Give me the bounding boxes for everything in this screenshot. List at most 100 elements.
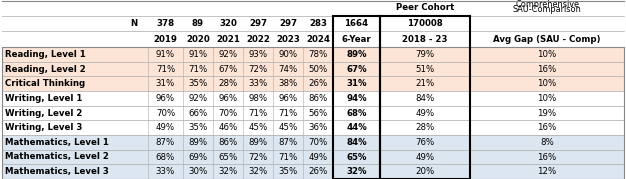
Text: 30%: 30% — [188, 167, 208, 176]
Text: 90%: 90% — [279, 50, 297, 59]
Text: 35%: 35% — [188, 79, 208, 88]
Text: 26%: 26% — [309, 79, 327, 88]
Text: 16%: 16% — [537, 123, 557, 132]
Text: 297: 297 — [279, 19, 297, 28]
Text: 89: 89 — [192, 19, 204, 28]
Text: Writing, Level 2: Writing, Level 2 — [5, 108, 83, 117]
Bar — [2, 47, 624, 179]
Text: 71%: 71% — [249, 108, 268, 117]
Text: 378: 378 — [156, 19, 175, 28]
Text: 36%: 36% — [309, 123, 327, 132]
Text: 2024: 2024 — [306, 35, 330, 44]
Text: 76%: 76% — [416, 138, 434, 147]
Text: 96%: 96% — [218, 94, 237, 103]
Text: 6-Year: 6-Year — [342, 35, 371, 44]
Text: 2023: 2023 — [276, 35, 300, 44]
Text: 71%: 71% — [188, 64, 208, 74]
Text: 28%: 28% — [218, 79, 238, 88]
Text: 2020: 2020 — [186, 35, 210, 44]
Text: 2022: 2022 — [246, 35, 270, 44]
Text: 56%: 56% — [309, 108, 327, 117]
Text: 96%: 96% — [156, 94, 175, 103]
Text: 35%: 35% — [279, 167, 297, 176]
Text: 16%: 16% — [537, 64, 557, 74]
Text: 94%: 94% — [346, 94, 367, 103]
Text: Critical Thinking: Critical Thinking — [5, 79, 85, 88]
Bar — [2, 150, 624, 164]
Bar — [2, 106, 624, 120]
Text: 26%: 26% — [309, 167, 327, 176]
Text: Avg Gap (SAU - Comp): Avg Gap (SAU - Comp) — [493, 35, 601, 44]
Text: 87%: 87% — [279, 138, 297, 147]
Text: 32%: 32% — [218, 167, 238, 176]
Text: 8%: 8% — [540, 138, 554, 147]
Text: 49%: 49% — [416, 153, 434, 161]
Text: 297: 297 — [249, 19, 267, 28]
Text: 68%: 68% — [156, 153, 175, 161]
Text: 33%: 33% — [249, 79, 268, 88]
Text: 51%: 51% — [416, 64, 434, 74]
Text: 19%: 19% — [538, 108, 557, 117]
Text: Peer Cohort: Peer Cohort — [396, 3, 454, 12]
Text: Reading, Level 2: Reading, Level 2 — [5, 64, 86, 74]
Bar — [2, 0, 624, 47]
Text: 91%: 91% — [188, 50, 208, 59]
Text: 93%: 93% — [249, 50, 267, 59]
Text: 2019: 2019 — [153, 35, 177, 44]
Bar — [2, 91, 624, 106]
Text: SAU-Comparison: SAU-Comparison — [513, 5, 582, 14]
Text: 21%: 21% — [416, 79, 434, 88]
Text: 283: 283 — [309, 19, 327, 28]
Text: N: N — [130, 19, 138, 28]
Text: 12%: 12% — [537, 167, 557, 176]
Text: 70%: 70% — [218, 108, 238, 117]
Text: 33%: 33% — [156, 167, 175, 176]
Text: 98%: 98% — [249, 94, 267, 103]
Bar — [2, 76, 624, 91]
Text: 45%: 45% — [249, 123, 268, 132]
Text: 38%: 38% — [279, 79, 297, 88]
Text: 65%: 65% — [218, 153, 238, 161]
Text: 35%: 35% — [188, 123, 208, 132]
Text: 71%: 71% — [279, 153, 297, 161]
Bar — [380, 16, 470, 179]
Text: 91%: 91% — [156, 50, 175, 59]
Text: 170008: 170008 — [407, 19, 443, 28]
Text: Mathematics, Level 1: Mathematics, Level 1 — [5, 138, 109, 147]
Text: 67%: 67% — [346, 64, 367, 74]
Text: 10%: 10% — [537, 79, 557, 88]
Text: 49%: 49% — [416, 108, 434, 117]
Bar — [333, 16, 380, 179]
Text: 31%: 31% — [346, 79, 367, 88]
Bar — [2, 62, 624, 76]
Text: 20%: 20% — [416, 167, 434, 176]
Text: 32%: 32% — [346, 167, 367, 176]
Text: 84%: 84% — [416, 94, 434, 103]
Text: 320: 320 — [219, 19, 237, 28]
Text: 70%: 70% — [156, 108, 175, 117]
Text: 96%: 96% — [279, 94, 297, 103]
Bar — [2, 135, 624, 150]
Text: 46%: 46% — [218, 123, 238, 132]
Text: 92%: 92% — [218, 50, 237, 59]
Text: 2018 - 23: 2018 - 23 — [403, 35, 448, 44]
Text: 71%: 71% — [156, 64, 175, 74]
Text: 67%: 67% — [218, 64, 238, 74]
Text: 87%: 87% — [156, 138, 175, 147]
Text: 86%: 86% — [218, 138, 238, 147]
Bar — [2, 120, 624, 135]
Text: 71%: 71% — [279, 108, 297, 117]
Text: Writing, Level 3: Writing, Level 3 — [5, 123, 83, 132]
Text: 78%: 78% — [309, 50, 327, 59]
Text: 10%: 10% — [537, 50, 557, 59]
Text: 70%: 70% — [309, 138, 327, 147]
Text: Mathematics, Level 2: Mathematics, Level 2 — [5, 153, 109, 161]
Text: 44%: 44% — [346, 123, 367, 132]
Text: Comprehensive: Comprehensive — [515, 0, 579, 9]
Text: 65%: 65% — [346, 153, 367, 161]
Text: 89%: 89% — [346, 50, 367, 59]
Text: 89%: 89% — [249, 138, 267, 147]
Text: 1664: 1664 — [344, 19, 369, 28]
Text: 69%: 69% — [188, 153, 208, 161]
Text: Mathematics, Level 3: Mathematics, Level 3 — [5, 167, 109, 176]
